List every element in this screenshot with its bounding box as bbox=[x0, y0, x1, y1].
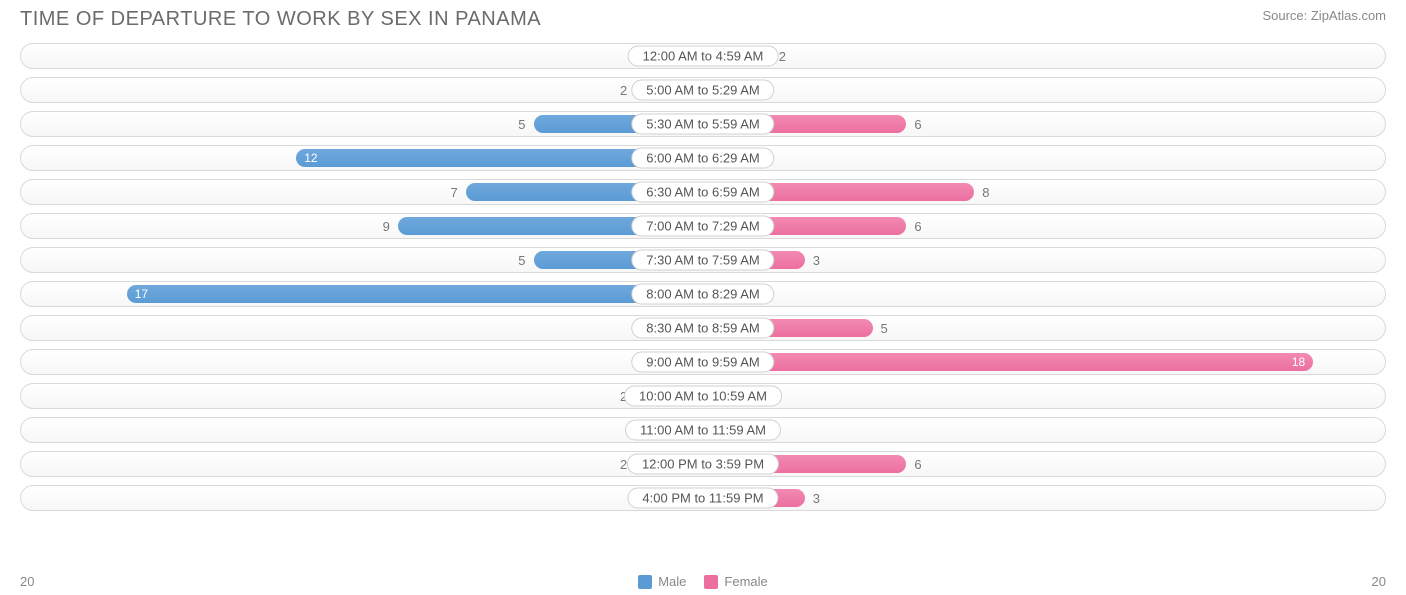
legend-swatch-male bbox=[638, 575, 652, 589]
chart-row: 8:00 AM to 8:29 AM170 bbox=[20, 281, 1386, 307]
row-category-label: 10:00 AM to 10:59 AM bbox=[624, 386, 782, 407]
axis-max-left: 20 bbox=[20, 574, 34, 589]
male-bar: 17 bbox=[127, 285, 703, 303]
female-bar: 18 bbox=[703, 353, 1313, 371]
female-value: 3 bbox=[813, 253, 820, 268]
female-value: 18 bbox=[1292, 355, 1305, 369]
chart-row: 8:30 AM to 8:59 AM05 bbox=[20, 315, 1386, 341]
female-value: 6 bbox=[914, 457, 921, 472]
chart-row: 5:30 AM to 5:59 AM 5 6 bbox=[20, 111, 1386, 137]
chart-row: 5:00 AM to 5:29 AM20 bbox=[20, 77, 1386, 103]
male-value: 5 bbox=[518, 253, 525, 268]
male-value: 12 bbox=[304, 151, 317, 165]
source-attribution: Source: ZipAtlas.com bbox=[1262, 8, 1386, 23]
row-category-label: 5:00 AM to 5:29 AM bbox=[631, 80, 774, 101]
chart-row: 7:00 AM to 7:29 AM 9 6 bbox=[20, 213, 1386, 239]
chart-row: 7:30 AM to 7:59 AM 5 3 bbox=[20, 247, 1386, 273]
male-value: 5 bbox=[518, 117, 525, 132]
male-value: 2 bbox=[620, 83, 627, 98]
chart-row: 9:00 AM to 9:59 AM018 bbox=[20, 349, 1386, 375]
row-category-label: 4:00 PM to 11:59 PM bbox=[627, 488, 778, 509]
row-category-label: 7:00 AM to 7:29 AM bbox=[631, 216, 774, 237]
legend: Male Female bbox=[638, 574, 768, 589]
chart-footer: 20 Male Female 20 bbox=[20, 574, 1386, 589]
row-category-label: 9:00 AM to 9:59 AM bbox=[631, 352, 774, 373]
row-category-label: 7:30 AM to 7:59 AM bbox=[631, 250, 774, 271]
row-category-label: 5:30 AM to 5:59 AM bbox=[631, 114, 774, 135]
legend-label-male: Male bbox=[658, 574, 686, 589]
male-value: 9 bbox=[383, 219, 390, 234]
legend-item-female: Female bbox=[704, 574, 767, 589]
female-value: 6 bbox=[914, 117, 921, 132]
male-value: 17 bbox=[135, 287, 148, 301]
female-value: 8 bbox=[982, 185, 989, 200]
row-category-label: 6:00 AM to 6:29 AM bbox=[631, 148, 774, 169]
female-value: 5 bbox=[881, 321, 888, 336]
legend-item-male: Male bbox=[638, 574, 686, 589]
chart-row: 4:00 PM to 11:59 PM03 bbox=[20, 485, 1386, 511]
female-value: 6 bbox=[914, 219, 921, 234]
chart-row: 12:00 AM to 4:59 AM12 bbox=[20, 43, 1386, 69]
chart-row: 10:00 AM to 10:59 AM20 bbox=[20, 383, 1386, 409]
chart-title: TIME OF DEPARTURE TO WORK BY SEX IN PANA… bbox=[20, 8, 541, 31]
row-category-label: 12:00 PM to 3:59 PM bbox=[627, 454, 779, 475]
female-value: 2 bbox=[779, 49, 786, 64]
row-category-label: 12:00 AM to 4:59 AM bbox=[628, 46, 779, 67]
chart-area: 12:00 AM to 4:59 AM125:00 AM to 5:29 AM2… bbox=[0, 35, 1406, 511]
row-category-label: 8:00 AM to 8:29 AM bbox=[631, 284, 774, 305]
chart-row: 6:30 AM to 6:59 AM 7 8 bbox=[20, 179, 1386, 205]
row-category-label: 11:00 AM to 11:59 AM bbox=[625, 420, 781, 441]
legend-swatch-female bbox=[704, 575, 718, 589]
chart-row: 11:00 AM to 11:59 AM00 bbox=[20, 417, 1386, 443]
row-category-label: 6:30 AM to 6:59 AM bbox=[631, 182, 774, 203]
chart-row: 12:00 PM to 3:59 PM26 bbox=[20, 451, 1386, 477]
row-category-label: 8:30 AM to 8:59 AM bbox=[631, 318, 774, 339]
male-value: 7 bbox=[450, 185, 457, 200]
female-value: 3 bbox=[813, 491, 820, 506]
axis-max-right: 20 bbox=[1372, 574, 1386, 589]
chart-row: 6:00 AM to 6:29 AM121 bbox=[20, 145, 1386, 171]
legend-label-female: Female bbox=[724, 574, 767, 589]
